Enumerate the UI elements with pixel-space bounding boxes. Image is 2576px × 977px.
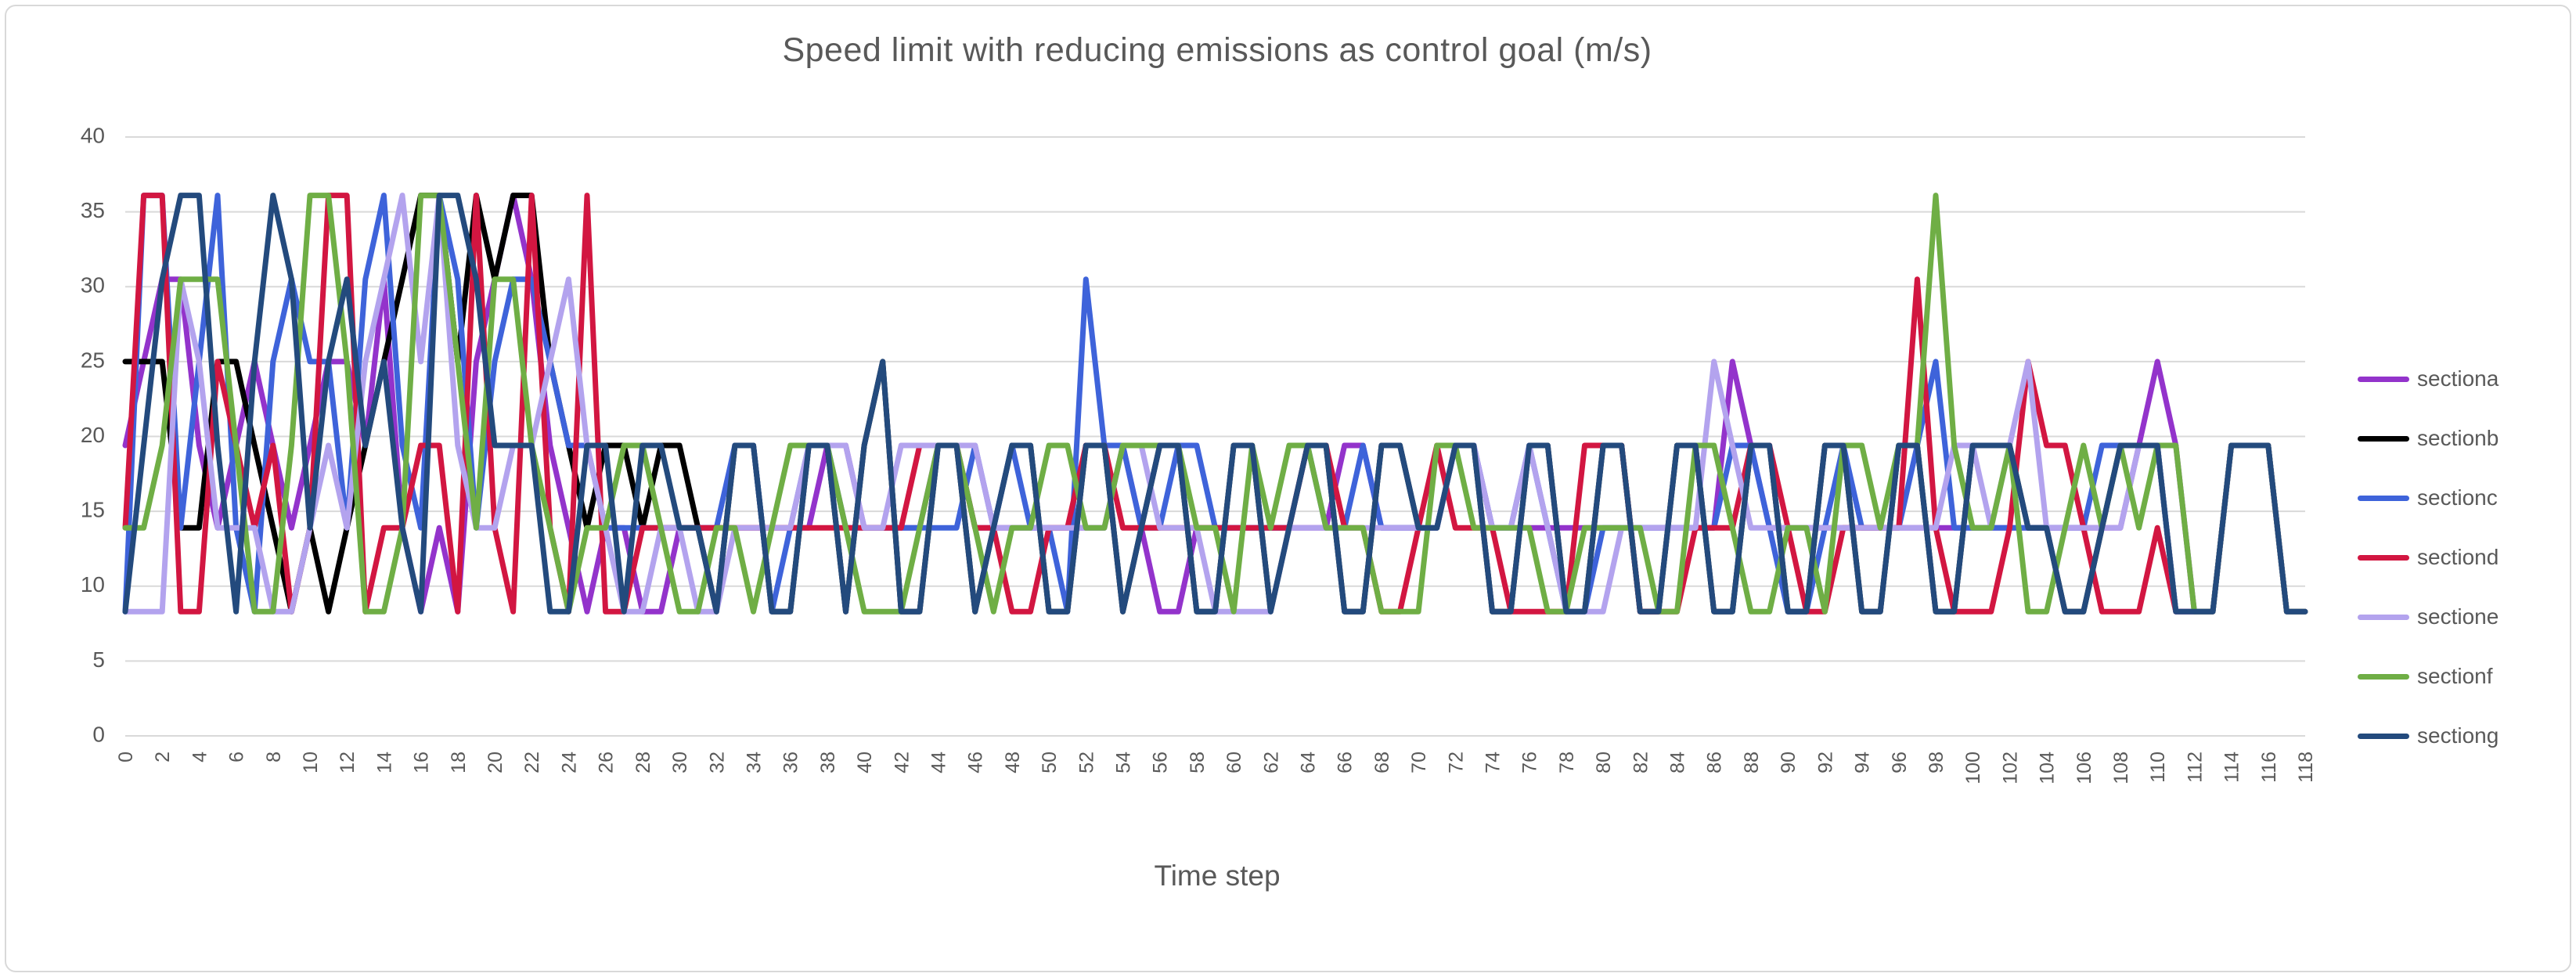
x-tick-label: 60: [1223, 752, 1245, 773]
legend-label: sectionb: [2417, 426, 2499, 450]
legend-label: sectiona: [2417, 366, 2499, 391]
x-tick-label: 82: [1630, 752, 1652, 773]
x-tick-label: 14: [373, 752, 395, 773]
x-tick-label: 86: [1704, 752, 1726, 773]
y-tick-label: 20: [81, 423, 105, 447]
x-tick-label: 104: [2037, 752, 2059, 784]
x-tick-label: 28: [632, 752, 654, 773]
x-tick-label: 116: [2258, 752, 2280, 783]
x-tick-label: 84: [1667, 752, 1689, 773]
y-tick-label: 0: [92, 722, 105, 746]
x-tick-label: 108: [2110, 752, 2132, 784]
legend-label: sectionc: [2417, 485, 2498, 510]
x-tick-label: 62: [1260, 752, 1282, 773]
legend-swatch-sectione: [2358, 614, 2409, 620]
x-tick-label: 98: [1926, 752, 1947, 773]
x-tick-label: 16: [411, 752, 433, 773]
legend-item-sectionb: sectionb: [2358, 409, 2569, 468]
x-tick-label: 96: [1889, 752, 1911, 773]
x-tick-label: 38: [817, 752, 839, 773]
x-tick-label: 118: [2295, 752, 2317, 783]
legend-label: sectionf: [2417, 664, 2493, 688]
x-tick-label: 112: [2184, 752, 2206, 783]
x-tick-label: 102: [1999, 752, 2021, 784]
y-tick-label: 40: [81, 123, 105, 147]
legend-item-sectiong: sectiong: [2358, 706, 2569, 766]
x-tick-label: 92: [1814, 752, 1836, 773]
x-tick-label: 78: [1556, 752, 1578, 773]
x-tick-label: 20: [485, 752, 506, 773]
y-tick-label: 15: [81, 498, 105, 522]
x-tick-label: 88: [1741, 752, 1763, 773]
y-tick-label: 25: [81, 348, 105, 372]
legend: sectiona sectionb sectionc sectiond sectione…: [2358, 349, 2569, 766]
legend-label: sectiond: [2417, 545, 2499, 569]
x-tick-label: 6: [226, 752, 248, 762]
x-tick-label: 70: [1408, 752, 1430, 773]
legend-swatch-sectiond: [2358, 554, 2409, 561]
legend-item-sectiona: sectiona: [2358, 349, 2569, 409]
x-tick-label: 0: [115, 752, 137, 762]
x-tick-label: 114: [2221, 752, 2243, 783]
legend-swatch-sectionc: [2358, 495, 2409, 501]
x-tick-label: 64: [1298, 752, 1320, 773]
x-tick-label: 110: [2147, 752, 2169, 783]
x-tick-label: 58: [1187, 752, 1209, 773]
y-tick-label: 5: [92, 647, 105, 672]
x-tick-label: 4: [189, 752, 211, 762]
legend-label: sectione: [2417, 604, 2499, 629]
x-tick-label: 48: [1002, 752, 1024, 773]
x-tick-label: 54: [1112, 752, 1134, 773]
legend-item-sectiond: sectiond: [2358, 528, 2569, 587]
x-tick-label: 80: [1593, 752, 1615, 773]
x-tick-label: 8: [263, 752, 285, 762]
x-tick-label: 50: [1039, 752, 1061, 773]
legend-swatch-sectionf: [2358, 673, 2409, 680]
x-tick-label: 30: [669, 752, 691, 773]
x-tick-label: 90: [1778, 752, 1800, 773]
legend-item-sectionc: sectionc: [2358, 468, 2569, 528]
chart-frame: [5, 5, 2571, 972]
y-tick-label: 35: [81, 198, 105, 222]
x-tick-label: 52: [1075, 752, 1097, 773]
series-line-sectiong: [122, 193, 2308, 615]
x-tick-label: 24: [558, 752, 580, 773]
x-tick-label: 18: [448, 752, 470, 773]
x-tick-label: 46: [965, 752, 987, 773]
x-tick-label: 44: [928, 752, 949, 773]
x-tick-label: 66: [1335, 752, 1356, 773]
x-tick-label: 76: [1519, 752, 1541, 773]
x-tick-label: 42: [891, 752, 913, 773]
x-tick-label: 32: [706, 752, 728, 773]
x-tick-label: 100: [1962, 752, 1984, 784]
x-tick-label: 36: [780, 752, 802, 773]
legend-item-sectione: sectione: [2358, 587, 2569, 647]
x-axis-title: Time step: [1154, 860, 1281, 892]
x-tick-label: 26: [596, 752, 618, 773]
x-tick-label: 10: [300, 752, 322, 773]
x-tick-label: 72: [1445, 752, 1467, 773]
x-tick-label: 40: [854, 752, 876, 773]
x-tick-label: 106: [2073, 752, 2095, 784]
x-tick-label: 22: [521, 752, 543, 773]
x-tick-label: 74: [1483, 752, 1504, 773]
legend-item-sectionf: sectionf: [2358, 647, 2569, 706]
legend-label: sectiong: [2417, 723, 2499, 748]
x-tick-label: 2: [152, 752, 174, 762]
legend-swatch-sectionb: [2358, 435, 2409, 442]
y-tick-label: 30: [81, 273, 105, 297]
chart-title: Speed limit with reducing emissions as c…: [782, 31, 1652, 69]
series-line-sectionf: [122, 193, 2308, 615]
x-tick-label: 94: [1852, 752, 1874, 773]
x-tick-label: 68: [1371, 752, 1393, 773]
y-tick-label: 10: [81, 572, 105, 597]
x-tick-label: 12: [337, 752, 358, 773]
x-tick-label: 56: [1150, 752, 1172, 773]
x-tick-label: 34: [743, 752, 765, 773]
legend-swatch-sectiong: [2358, 733, 2409, 739]
legend-swatch-sectiona: [2358, 376, 2409, 382]
